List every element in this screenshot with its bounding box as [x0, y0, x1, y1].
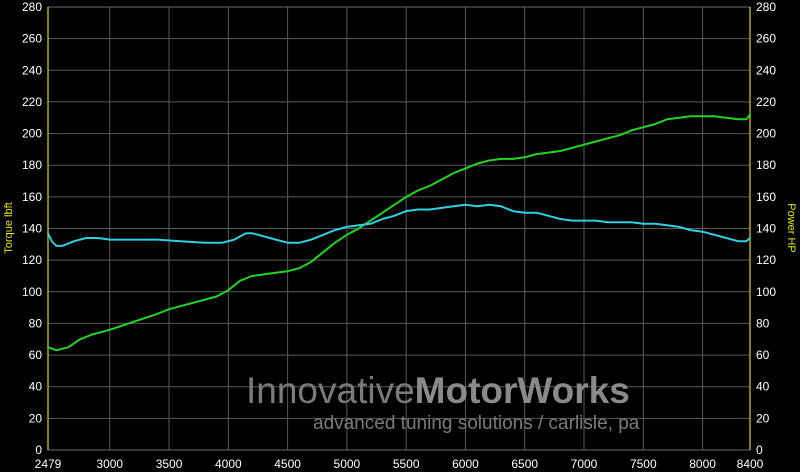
series-lines: [47, 113, 751, 352]
brand-name-bold: MotorWorks: [415, 370, 630, 411]
y-tick-left: 40: [29, 380, 43, 394]
y-tick-right: 200: [756, 127, 776, 141]
brand-watermark: InnovativeMotorWorks advanced tuning sol…: [246, 370, 640, 434]
x-tick: 4500: [274, 457, 301, 471]
brand-wordmark: InnovativeMotorWorks: [246, 370, 630, 411]
torque-series-line: [47, 203, 751, 247]
y-tick-left: 180: [22, 158, 42, 172]
grid-lines: [47, 6, 751, 451]
y-tick-right: 120: [756, 253, 776, 267]
x-tick: 7500: [630, 457, 657, 471]
x-tick: 2479: [35, 457, 62, 471]
y-tick-left: 60: [29, 348, 43, 362]
brand-tagline: advanced tuning solutions / carlisle, pa: [313, 413, 640, 434]
brand-name-light: Innovative: [246, 370, 415, 411]
y-tick-left: 220: [22, 95, 42, 109]
y-tick-right: 20: [756, 411, 770, 425]
y-tick-right: 260: [756, 32, 776, 46]
y-tick-right: 240: [756, 63, 776, 77]
x-tick: 6500: [511, 457, 538, 471]
y-tick-right: 40: [756, 380, 770, 394]
y-tick-right: 160: [756, 190, 776, 204]
x-tick: 3000: [96, 457, 123, 471]
power-series-line: [47, 113, 751, 352]
y-tick-right: 140: [756, 222, 776, 236]
y-tick-right: 220: [756, 95, 776, 109]
y-tick-left: 280: [22, 0, 42, 14]
right-axis-title: Power HP: [785, 203, 797, 253]
x-tick: 3500: [156, 457, 183, 471]
y-tick-left: 100: [22, 285, 42, 299]
y-tick-right: 60: [756, 348, 770, 362]
x-tick: 4000: [215, 457, 242, 471]
left-axis-title: Torque lbft: [3, 202, 15, 253]
y-tick-left: 160: [22, 190, 42, 204]
x-tick: 7000: [571, 457, 598, 471]
y-tick-left: 80: [29, 316, 43, 330]
y-tick-left: 260: [22, 32, 42, 46]
y-tick-left: 140: [22, 222, 42, 236]
y-tick-right: 80: [756, 316, 770, 330]
y-tick-left: 0: [35, 443, 42, 457]
y-tick-right: 280: [756, 0, 776, 14]
y-tick-left: 240: [22, 63, 42, 77]
x-tick: 8400: [737, 457, 764, 471]
y-tick-right: 100: [756, 285, 776, 299]
y-tick-left: 200: [22, 127, 42, 141]
y-tick-left: 120: [22, 253, 42, 267]
tick-labels: 0 0 20 20 40 40 60 60 80 80 100 100 120 120 140 140 160 1…: [22, 0, 776, 471]
x-tick: 5000: [334, 457, 361, 471]
x-tick: 8000: [689, 457, 716, 471]
y-tick-left: 20: [29, 411, 43, 425]
x-tick: 5500: [393, 457, 420, 471]
y-tick-right: 180: [756, 158, 776, 172]
y-tick-right: 0: [756, 443, 763, 457]
x-tick: 6000: [452, 457, 479, 471]
